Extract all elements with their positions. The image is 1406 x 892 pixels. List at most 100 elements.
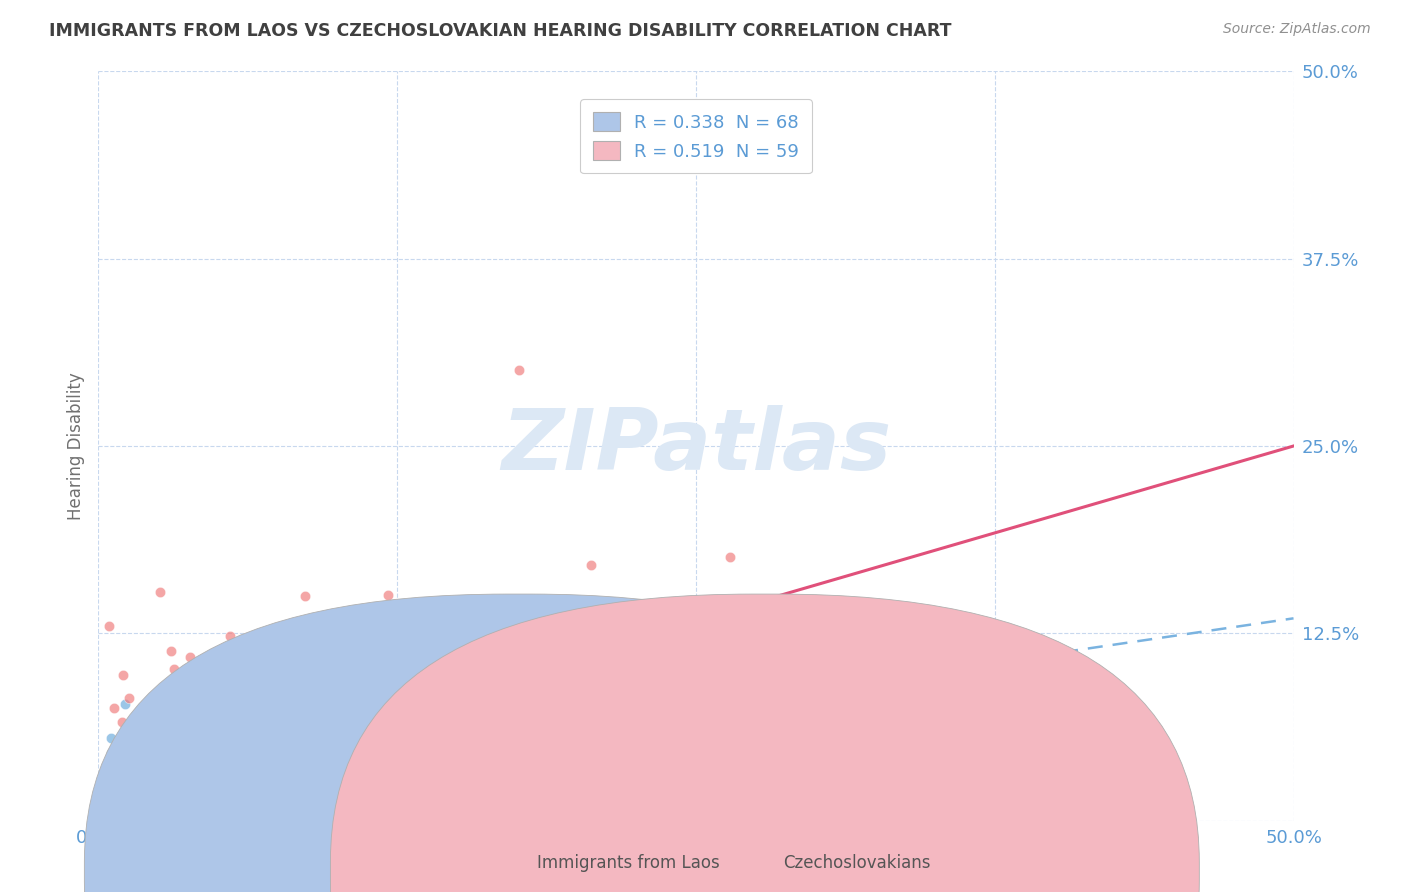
Point [98,812,121,826]
Point [166,777,188,791]
Point [294,589,316,603]
Point [219,629,242,643]
Point [149,801,172,815]
Point [118,783,141,797]
Point [145,791,167,805]
Point [322,756,344,771]
Point [183,667,205,681]
Point [90,812,112,826]
Point [107,738,129,752]
Point [98,767,121,781]
Point [197,734,219,748]
Point [115,785,138,799]
Point [128,780,150,794]
Point [96,769,118,783]
Point [153,812,176,826]
Point [301,747,323,762]
Point [96,812,118,826]
Point [163,743,186,757]
Point [380,783,402,797]
Point [166,723,188,738]
Point [138,777,160,791]
Point [110,714,132,729]
Point [136,812,159,826]
Point [98,619,121,633]
Point [150,762,173,776]
Text: Czechoslovakians: Czechoslovakians [783,855,931,872]
Point [136,747,159,761]
Point [186,671,208,685]
Point [343,720,366,734]
Point [557,775,579,789]
Point [120,762,142,776]
Point [100,746,122,760]
Point [218,812,240,826]
Point [259,679,281,693]
Point [96,812,118,826]
Point [91,812,114,826]
Point [118,771,141,785]
Point [184,770,207,784]
Point [111,667,134,681]
Point [260,786,283,800]
Point [236,736,259,750]
Text: Immigrants from Laos: Immigrants from Laos [537,855,720,872]
Point [188,777,211,791]
Y-axis label: Hearing Disability: Hearing Disability [66,372,84,520]
Point [100,731,122,746]
Point [347,699,370,714]
Point [307,783,329,797]
Point [148,812,170,826]
Point [104,800,127,814]
Point [153,812,176,826]
Point [114,698,136,712]
Point [115,735,138,749]
Point [101,812,124,826]
Point [276,744,298,758]
Point [377,588,399,602]
Point [235,772,257,786]
Point [321,678,343,692]
Point [127,806,149,821]
Point [160,644,183,658]
Point [134,714,156,729]
Point [186,663,208,677]
Point [165,793,187,807]
Point [181,684,204,698]
Point [236,812,259,826]
Point [104,789,127,803]
Point [292,698,315,713]
Point [163,710,186,724]
Point [179,650,201,665]
Point [163,812,186,826]
Point [103,701,125,715]
Point [120,784,142,798]
Point [118,691,141,706]
Text: Source: ZipAtlas.com: Source: ZipAtlas.com [1223,22,1371,37]
Point [163,662,186,676]
Point [153,782,176,797]
Point [380,753,402,767]
Point [93,776,115,790]
Point [142,723,165,738]
Point [107,812,129,826]
Point [91,775,114,789]
Point [173,685,195,699]
Point [339,726,361,740]
Point [101,797,124,812]
Point [149,585,172,599]
Point [212,797,235,811]
Point [93,812,115,826]
Point [135,768,157,782]
Point [318,673,340,688]
Point [169,704,191,718]
Point [90,802,112,816]
Point [125,754,148,768]
Text: IMMIGRANTS FROM LAOS VS CZECHOSLOVAKIAN HEARING DISABILITY CORRELATION CHART: IMMIGRANTS FROM LAOS VS CZECHOSLOVAKIAN … [49,22,952,40]
Point [370,711,392,725]
Point [162,784,184,798]
Point [93,790,115,805]
Point [104,750,127,764]
Point [179,709,201,723]
Point [97,787,120,801]
